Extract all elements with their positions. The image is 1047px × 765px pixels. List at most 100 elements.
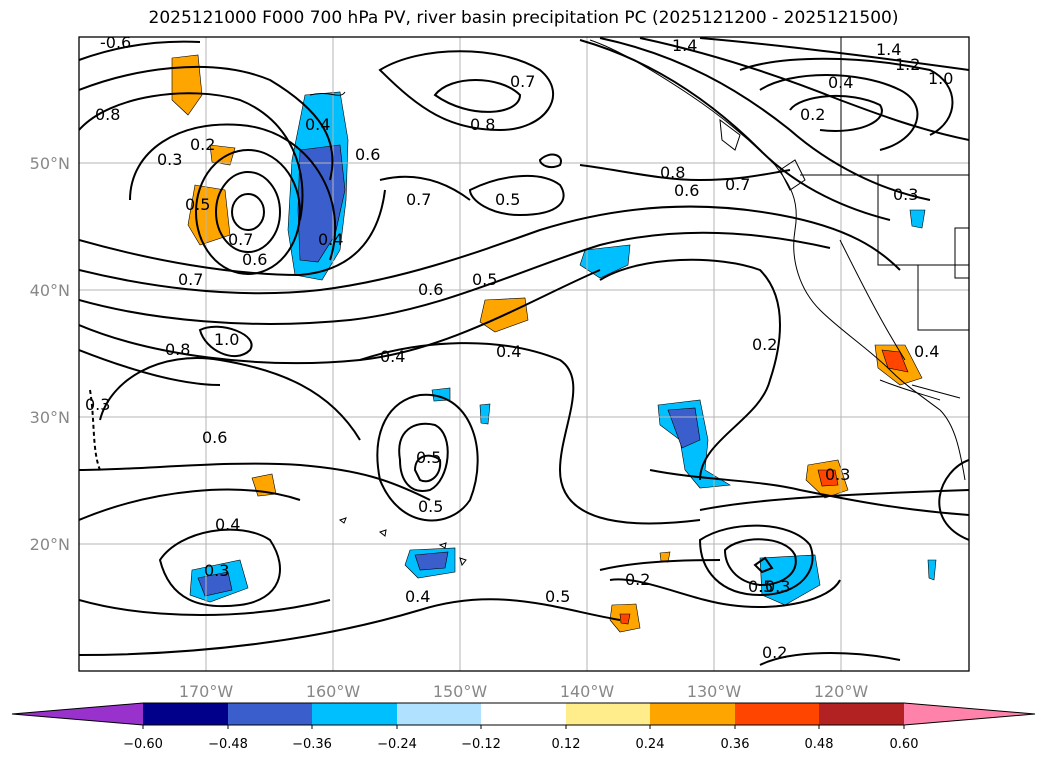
coastline	[719, 118, 741, 151]
blob-neg-3	[657, 399, 731, 489]
colorbar-segment	[566, 703, 650, 725]
contour-line	[79, 462, 431, 501]
contour-label: 0.3	[893, 185, 918, 204]
lon-label: 120°W	[814, 682, 869, 701]
contour-label: 1.2	[895, 55, 920, 74]
contour-label: 0.4	[380, 347, 405, 366]
lon-label: 160°W	[306, 682, 361, 701]
island	[459, 557, 467, 567]
blob-neg-10	[927, 559, 937, 581]
contour-label: 0.7	[406, 190, 431, 209]
colorbar-segment	[397, 703, 481, 725]
contour-line	[433, 79, 522, 113]
contour-label: 0.4	[318, 230, 343, 249]
plot-frame	[78, 36, 970, 672]
contour-label: 0.3	[765, 577, 790, 596]
contour-label: 0.4	[405, 587, 430, 606]
contour-label: 1.0	[928, 69, 953, 88]
contour-label: 0.6	[418, 280, 443, 299]
contour-line	[79, 65, 334, 181]
colorbar-tick: 0.60	[890, 737, 919, 752]
contour-line	[759, 652, 901, 666]
colorbar: −0.60 −0.48 −0.36 −0.24 −0.12 0.12 0.24 …	[11, 702, 1036, 752]
contour-label: 0.5	[545, 587, 570, 606]
contour-label: 0.8	[660, 163, 685, 182]
contour-line	[89, 389, 101, 471]
blob-neg-8	[479, 403, 491, 425]
contour-line	[753, 556, 774, 574]
contour-ellipse	[215, 171, 281, 253]
colorbar-segment	[650, 703, 735, 725]
contour-line	[639, 37, 969, 141]
contour-label: 0.6	[674, 181, 699, 200]
contour-label: 0.6	[242, 250, 267, 269]
blob-pos-6	[874, 344, 923, 386]
contour-line	[79, 349, 221, 386]
contour-label: 0.8	[470, 115, 495, 134]
contour-label: 0.7	[725, 175, 750, 194]
contour-label: 0.7	[178, 270, 203, 289]
blob-pos-1	[171, 54, 203, 116]
blob-pos-5	[805, 459, 849, 499]
contour-label: 0.5	[748, 577, 773, 596]
blob-neg-9	[909, 209, 926, 229]
contour-label: 0.4	[828, 73, 853, 92]
colorbar-segment	[481, 703, 566, 725]
contour-label: 0.5	[416, 448, 441, 467]
contour-label: 0.5	[472, 270, 497, 289]
contour-label: 0.5	[185, 195, 210, 214]
contour-ellipse	[231, 193, 265, 231]
blob-neg-2	[579, 244, 631, 279]
island	[338, 517, 347, 524]
map-title: 2025121000 F000 700 hPa PV, river basin …	[148, 8, 899, 28]
contour-line	[129, 123, 337, 261]
colorbar-segment	[312, 703, 397, 725]
blob-neg-6	[759, 554, 821, 606]
contour-label: 0.7	[510, 72, 535, 91]
contour-line	[198, 325, 253, 357]
contour-line	[398, 422, 449, 492]
lat-label: 30°N	[30, 408, 70, 427]
lat-label: 50°N	[30, 154, 70, 173]
contour-ellipse	[195, 149, 301, 275]
coastline	[779, 159, 806, 191]
longitude-labels: 170°W 160°W 150°W 140°W 130°W 120°W	[179, 682, 869, 701]
contour-line	[79, 231, 831, 325]
coastline	[879, 379, 941, 401]
colorbar-segment	[143, 703, 228, 725]
colorbar-tick: −0.36	[292, 737, 332, 752]
colorbar-extend-low	[12, 703, 143, 725]
contour-line	[789, 95, 883, 132]
border	[917, 265, 969, 331]
contour-labels: -0.6 1.4 1.4 1.2 1.0 0.4 0.2 0.7 0.8 0.8…	[85, 33, 953, 662]
contour-label: 0.3	[85, 395, 110, 414]
contour-line	[359, 342, 701, 525]
colorbar-tick: −0.48	[208, 737, 248, 752]
contour-line	[699, 37, 969, 71]
contour-line	[79, 92, 304, 221]
blob-pos-3	[209, 144, 236, 166]
contour-label: 0.2	[190, 135, 215, 154]
border	[954, 227, 969, 279]
border	[877, 175, 969, 266]
contour-line	[609, 578, 841, 608]
contour-line	[599, 258, 781, 481]
precipitation-shading	[171, 54, 937, 633]
colorbar-tick: −0.24	[377, 737, 417, 752]
colorbar-tick: 0.24	[636, 737, 665, 752]
contour-line	[79, 599, 331, 616]
contour-line	[79, 205, 901, 295]
contour-line	[79, 40, 201, 61]
contour-label: 0.4	[496, 342, 521, 361]
colorbar-tick: 0.12	[552, 737, 581, 752]
coastline	[589, 39, 966, 481]
island	[378, 529, 387, 537]
contour-line	[759, 74, 919, 151]
lon-label: 150°W	[433, 682, 488, 701]
island	[438, 542, 447, 549]
colorbar-tick: 0.48	[805, 737, 834, 752]
contour-label: 0.3	[825, 465, 850, 484]
colorbar-tick: −0.60	[123, 737, 163, 752]
lat-label: 20°N	[30, 535, 70, 554]
blob-neg-5	[404, 547, 456, 579]
